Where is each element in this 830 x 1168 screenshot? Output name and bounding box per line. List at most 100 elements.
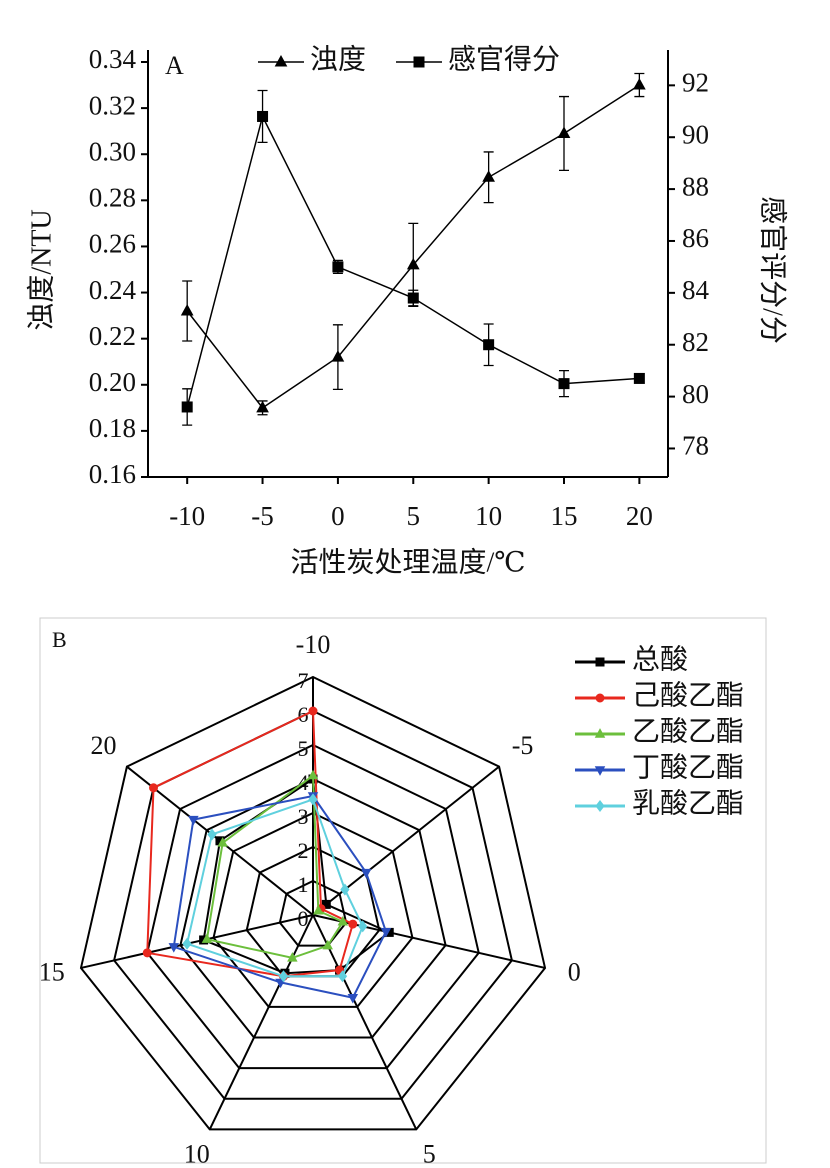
data-point — [181, 401, 193, 413]
data-point — [337, 970, 348, 983]
data-point — [308, 793, 318, 806]
y-tick-label: 0.34 — [89, 44, 137, 74]
x-tick-label: 15 — [551, 501, 578, 531]
legend-marker — [274, 54, 288, 67]
legend-marker — [594, 766, 606, 776]
category-label: -10 — [296, 630, 331, 659]
data-point — [407, 292, 419, 304]
data-point — [332, 261, 344, 273]
legend-label: 浊度 — [310, 43, 366, 75]
data-point — [358, 920, 368, 933]
panel-b-frame — [39, 617, 767, 1164]
data-point — [322, 939, 333, 950]
r-tick-label: 7 — [298, 668, 309, 693]
data-point — [201, 933, 213, 943]
y2-tick-label: 90 — [682, 119, 709, 149]
legend-marker — [595, 657, 605, 667]
data-point — [482, 170, 495, 182]
r-tick-label: 2 — [298, 838, 309, 863]
r-tick-label: 6 — [298, 702, 309, 727]
y-tick-label: 0.26 — [89, 229, 136, 259]
series-line — [146, 709, 354, 978]
legend-label: 乙酸乙酯 — [632, 715, 744, 747]
data-point — [557, 126, 571, 138]
r-tick-label: 5 — [298, 736, 309, 761]
y-tick-label: 0.18 — [89, 413, 136, 443]
data-point — [347, 994, 359, 1004]
data-point — [348, 919, 358, 929]
category-label: 15 — [39, 958, 65, 987]
data-point — [256, 400, 269, 413]
data-point — [633, 372, 645, 384]
data-point — [380, 927, 392, 938]
grid-ring — [179, 777, 447, 1039]
legend-label: 感官得分 — [448, 43, 560, 75]
spoke — [208, 914, 314, 1130]
y-tick-label: 0.32 — [89, 90, 136, 120]
series-line — [172, 794, 388, 999]
y2-tick-label: 92 — [682, 68, 709, 98]
legend-label: 丁酸乙酯 — [632, 751, 744, 783]
grid-ring — [146, 743, 480, 1070]
data-point — [278, 970, 289, 983]
y-axis-title: 浊度/NTU — [25, 209, 57, 330]
data-point — [149, 783, 159, 793]
series-line — [185, 798, 364, 978]
x-axis-title: 活性炭处理温度/℃ — [290, 546, 525, 578]
panel-label: B — [52, 627, 67, 652]
legend-label: 乳酸乙酯 — [632, 787, 744, 819]
spoke — [312, 914, 418, 1130]
grid-ring — [278, 879, 348, 947]
y2-tick-label: 78 — [682, 431, 709, 461]
r-tick-label: 1 — [298, 872, 309, 897]
data-point — [142, 948, 152, 958]
x-tick-label: -5 — [251, 501, 274, 531]
x-tick-label: 0 — [331, 501, 345, 531]
y-tick-label: 0.20 — [89, 367, 136, 397]
y2-axis-title: 感官评分/分 — [757, 196, 789, 344]
grid-ring — [212, 811, 414, 1008]
y2-tick-label: 86 — [682, 223, 709, 253]
legend-marker — [594, 728, 606, 738]
panel-label: A — [165, 51, 184, 80]
x-tick-label: 10 — [475, 501, 502, 531]
y2-tick-label: 88 — [682, 171, 709, 201]
data-point — [308, 706, 318, 716]
grid-ring — [79, 675, 547, 1131]
data-point — [217, 837, 228, 847]
data-point — [168, 943, 180, 953]
data-point — [406, 257, 420, 270]
legend-label: 己酸乙酯 — [632, 679, 744, 711]
x-tick-label: 5 — [407, 501, 421, 531]
r-tick-label: 0 — [298, 906, 309, 931]
data-point — [180, 303, 194, 316]
y2-tick-label: 84 — [682, 275, 710, 305]
y-tick-label: 0.16 — [89, 459, 136, 489]
y-tick-label: 0.22 — [89, 321, 136, 351]
data-point — [633, 78, 646, 90]
category-label: 0 — [568, 958, 581, 987]
data-point — [340, 883, 350, 896]
spoke — [80, 914, 314, 969]
x-tick-label: 20 — [626, 501, 653, 531]
data-point — [483, 339, 495, 351]
series-line — [202, 777, 392, 975]
category-label: 10 — [184, 1139, 210, 1168]
legend-marker — [595, 799, 605, 813]
category-label: 20 — [90, 731, 116, 760]
x-tick-label: -10 — [169, 501, 205, 531]
grid-ring — [113, 709, 513, 1100]
y-tick-label: 0.28 — [89, 183, 136, 213]
y2-tick-label: 80 — [682, 379, 709, 409]
y-tick-label: 0.24 — [89, 275, 137, 305]
data-point — [313, 904, 324, 915]
data-point — [188, 815, 199, 826]
data-point — [207, 828, 217, 841]
legend-label: 总酸 — [632, 643, 688, 675]
data-point — [331, 350, 345, 362]
y-tick-label: 0.30 — [89, 136, 136, 166]
data-point — [337, 915, 349, 926]
data-point — [360, 868, 372, 879]
data-point — [182, 937, 192, 950]
